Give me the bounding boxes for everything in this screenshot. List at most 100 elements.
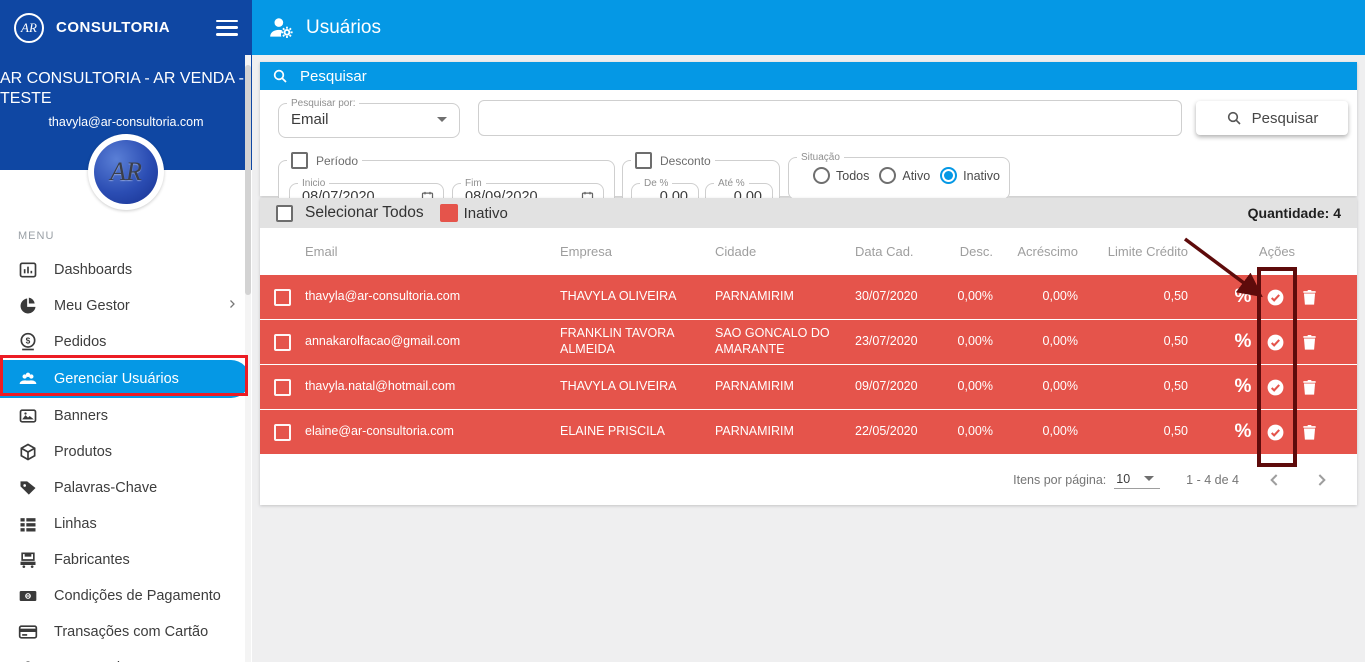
hamburger-menu-icon[interactable] [216, 19, 238, 36]
inactive-legend-label: Inativo [463, 204, 508, 222]
cell-acrescimo: 0,00% [1042, 334, 1078, 349]
image-icon [18, 406, 38, 426]
period-checkbox[interactable] [291, 152, 308, 169]
row-checkbox[interactable] [274, 288, 291, 306]
items-per-page-select[interactable]: 10 [1114, 472, 1161, 489]
sidebar-item-condicoes-pagamento[interactable]: 0 Condições de Pagamento [0, 578, 252, 614]
table-body: thavyla@ar-consultoria.com THAVYLA OLIVE… [260, 275, 1357, 454]
table-row[interactable]: thavyla.natal@hotmail.com THAVYLA OLIVEI… [260, 365, 1357, 409]
percent-icon[interactable]: % [1234, 286, 1252, 308]
cell-cidade: PARNAMIRIM [715, 379, 794, 394]
cell-limite-credito: 0,50 [1163, 289, 1188, 304]
sidebar-item-label: Fabricantes [54, 552, 130, 568]
table-row[interactable]: annakarolfacao@gmail.com FRANKLIN TAVORA… [260, 320, 1357, 364]
row-checkbox[interactable] [274, 423, 291, 441]
avatar: AR [88, 134, 164, 210]
check-circle-icon[interactable] [1266, 423, 1285, 442]
sidebar-item-fabricantes[interactable]: Fabricantes [0, 542, 252, 578]
sidebar-header: AR CONSULTORIA AR CONSULTORIA - AR VENDA… [0, 0, 252, 210]
search-by-select[interactable]: Pesquisar por: Email [278, 98, 460, 138]
search-by-value: Email [291, 111, 329, 128]
radio-todos[interactable] [813, 167, 830, 184]
previous-page-button[interactable] [1265, 470, 1285, 490]
check-circle-icon[interactable] [1266, 333, 1285, 352]
trash-icon[interactable] [1300, 288, 1319, 307]
person-icon [18, 658, 38, 662]
cell-limite-credito: 0,50 [1163, 379, 1188, 394]
company-name: AR CONSULTORIA - AR VENDA - TESTE [0, 70, 244, 107]
sidebar-item-transacoes-cartao[interactable]: Transações com Cartão [0, 614, 252, 650]
percent-icon[interactable]: % [1234, 331, 1252, 353]
cell-acrescimo: 0,00% [1042, 379, 1078, 394]
row-checkbox[interactable] [274, 378, 291, 396]
sidebar-item-meu-gestor[interactable]: Meu Gestor [0, 288, 252, 324]
search-icon [273, 69, 287, 83]
sidebar-item-meus-dados[interactable]: Meus Dados [0, 650, 252, 662]
sidebar-scrollbar[interactable] [245, 55, 251, 662]
sidebar-item-label: Banners [54, 408, 109, 424]
search-button[interactable]: Pesquisar [1196, 101, 1348, 135]
row-actions: % [1192, 285, 1357, 309]
sidebar-item-dashboards[interactable]: Dashboards [0, 252, 252, 288]
col-cidade: Cidade [715, 244, 757, 259]
sidebar-item-gerenciar-usuarios[interactable]: Gerenciar Usuários [0, 360, 250, 398]
cell-email: thavyla@ar-consultoria.com [305, 289, 461, 304]
trash-icon[interactable] [1300, 333, 1319, 352]
row-actions: % [1192, 330, 1357, 354]
sidebar-item-banners[interactable]: Banners [0, 398, 252, 434]
cell-email: annakarolfacao@gmail.com [305, 334, 461, 349]
sidebar-item-label: Pedidos [54, 334, 107, 350]
cell-data-cad: 09/07/2020 [855, 379, 918, 394]
dollar-icon: $ [18, 332, 38, 352]
sidebar-menu: Dashboards Meu Gestor $ Pedidos [0, 252, 252, 662]
sidebar: AR CONSULTORIA AR CONSULTORIA - AR VENDA… [0, 0, 252, 662]
table-row[interactable]: thavyla@ar-consultoria.com THAVYLA OLIVE… [260, 275, 1357, 319]
cell-empresa: THAVYLA OLIVEIRA [560, 379, 677, 394]
radio-ativo[interactable] [879, 167, 897, 184]
col-empresa: Empresa [560, 244, 613, 259]
cell-data-cad: 22/05/2020 [855, 424, 918, 439]
table-header-row: Email Empresa Cidade Data Cad. Desc. Acr… [260, 228, 1357, 275]
user-email: thavyla@ar-consultoria.com [48, 115, 204, 129]
percent-icon[interactable]: % [1234, 421, 1252, 443]
next-page-button[interactable] [1311, 470, 1331, 490]
tag-icon [18, 478, 38, 498]
cell-desc: 0,00% [957, 424, 993, 439]
sidebar-item-label: Produtos [54, 444, 113, 460]
sidebar-item-palavras-chave[interactable]: Palavras-Chave [0, 470, 252, 506]
sidebar-item-pedidos[interactable]: $ Pedidos [0, 324, 252, 360]
check-circle-icon[interactable] [1266, 288, 1285, 307]
trash-icon[interactable] [1300, 423, 1319, 442]
check-circle-icon[interactable] [1266, 378, 1285, 397]
col-acoes: Ações [1258, 244, 1296, 259]
sidebar-item-label: Meus Dados [54, 660, 135, 662]
search-query-input[interactable] [478, 100, 1182, 136]
sidebar-item-label: Palavras-Chave [54, 480, 158, 496]
radio-inativo[interactable] [940, 167, 958, 184]
table-row[interactable]: elaine@ar-consultoria.com ELAINE PRISCIL… [260, 410, 1357, 454]
cell-limite-credito: 0,50 [1163, 334, 1188, 349]
cell-cidade: PARNAMIRIM [715, 424, 794, 439]
quantity-text: Quantidade: 4 [1247, 205, 1341, 221]
row-checkbox[interactable] [274, 333, 291, 351]
discount-checkbox[interactable] [635, 152, 652, 169]
sidebar-item-label: Transações com Cartão [54, 624, 209, 640]
col-acrescimo: Acréscimo [1017, 244, 1078, 259]
sidebar-item-label: Linhas [54, 516, 97, 532]
cell-email: elaine@ar-consultoria.com [305, 424, 454, 439]
select-all-checkbox[interactable] [276, 204, 293, 222]
search-panel-title: Pesquisar [300, 67, 367, 85]
trash-icon[interactable] [1300, 378, 1319, 397]
svg-text:0: 0 [26, 594, 29, 600]
col-desc: Desc. [959, 244, 993, 259]
sidebar-item-linhas[interactable]: Linhas [0, 506, 252, 542]
cell-desc: 0,00% [957, 334, 993, 349]
select-all-label: Selecionar Todos [305, 204, 424, 221]
cell-cidade: PARNAMIRIM [715, 289, 794, 304]
cell-desc: 0,00% [957, 289, 993, 304]
col-email: Email [305, 244, 338, 259]
cell-empresa: FRANKLIN TAVORA ALMEIDA [560, 326, 674, 356]
sidebar-item-produtos[interactable]: Produtos [0, 434, 252, 470]
percent-icon[interactable]: % [1234, 376, 1252, 398]
bar-chart-icon [18, 260, 38, 280]
